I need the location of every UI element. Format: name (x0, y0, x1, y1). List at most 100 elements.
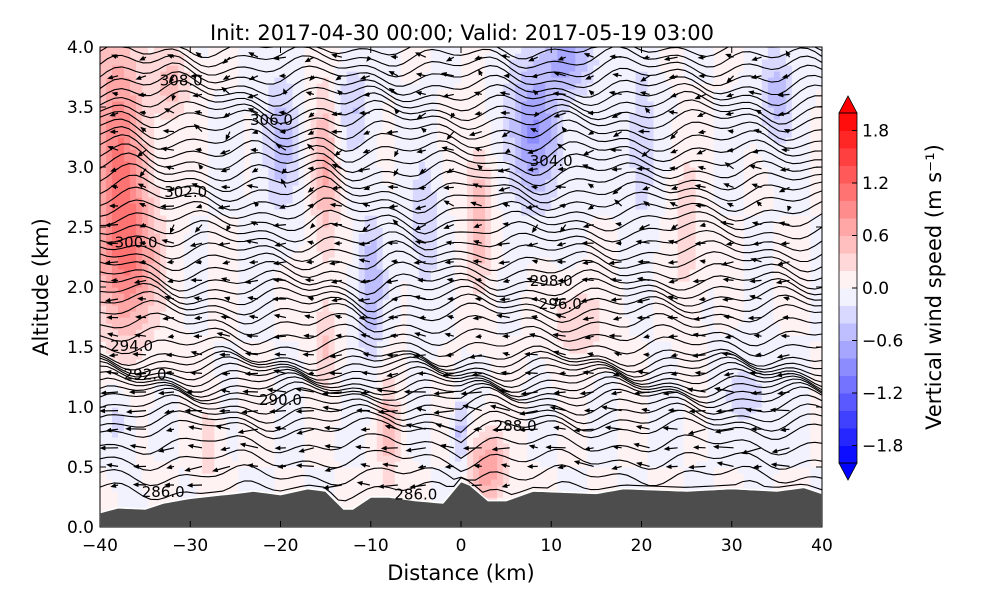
field-cell (334, 491, 342, 498)
field-cell (364, 443, 372, 450)
field-cell (100, 443, 107, 450)
field-cell (328, 53, 336, 60)
field-cell (238, 215, 245, 222)
field-cell (226, 71, 233, 78)
field-cell (436, 245, 444, 252)
field-cell (406, 437, 414, 444)
field-cell (190, 437, 197, 444)
field-cell (118, 197, 125, 204)
field-cell (448, 233, 456, 240)
field-cell (334, 107, 342, 114)
field-cell (166, 281, 173, 288)
field-cell (142, 293, 149, 300)
field-cell (406, 233, 414, 240)
field-cell (214, 107, 221, 114)
field-cell (112, 197, 119, 204)
field-cell (334, 245, 342, 252)
field-cell (112, 131, 119, 138)
field-cell (310, 341, 318, 348)
field-cell (274, 377, 282, 384)
field-cell (370, 251, 378, 258)
field-cell (316, 485, 324, 492)
field-cell (370, 413, 378, 420)
field-cell (376, 119, 384, 126)
field-cell (178, 479, 185, 486)
field-cell (394, 143, 402, 150)
field-cell (388, 125, 396, 132)
field-cell (370, 161, 378, 168)
field-cell (298, 287, 306, 294)
field-cell (298, 329, 306, 336)
field-cell (148, 365, 155, 372)
field-cell (232, 131, 239, 138)
field-cell (448, 101, 456, 108)
field-cell (346, 383, 354, 390)
field-cell (250, 215, 258, 222)
field-cell (382, 299, 390, 306)
field-cell (280, 173, 288, 180)
field-cell (196, 239, 203, 246)
field-cell (160, 473, 167, 480)
field-cell (334, 263, 342, 270)
field-cell (208, 71, 215, 78)
field-cell (106, 65, 113, 72)
field-cell (382, 185, 390, 192)
field-cell (148, 455, 155, 462)
field-cell (136, 269, 143, 276)
field-cell (106, 233, 113, 240)
field-cell (280, 239, 288, 246)
field-cell (238, 149, 245, 156)
field-cell (268, 305, 276, 312)
field-cell (184, 239, 191, 246)
field-cell (160, 395, 167, 402)
field-cell (286, 65, 294, 72)
field-cell (310, 395, 318, 402)
field-cell (316, 137, 324, 144)
field-cell (136, 71, 143, 78)
field-cell (418, 101, 426, 108)
field-cell (298, 239, 306, 246)
field-cell (142, 161, 149, 168)
field-cell (184, 179, 191, 186)
field-cell (322, 107, 330, 114)
field-cell (400, 323, 408, 330)
field-cell (238, 461, 245, 468)
field-cell (364, 221, 372, 228)
field-cell (268, 203, 276, 210)
field-cell (461, 443, 468, 450)
field-cell (268, 191, 276, 198)
field-cell (154, 77, 161, 84)
field-cell (412, 71, 420, 78)
field-cell (106, 401, 113, 408)
field-cell (256, 173, 264, 180)
field-cell (214, 89, 221, 96)
field-cell (376, 479, 384, 486)
field-cell (400, 287, 408, 294)
field-cell (406, 329, 414, 336)
field-cell (406, 89, 414, 96)
field-cell (190, 299, 197, 306)
field-cell (424, 365, 432, 372)
field-cell (238, 161, 245, 168)
field-cell (424, 149, 432, 156)
field-cell (388, 383, 396, 390)
field-cell (256, 407, 264, 414)
field-cell (118, 239, 125, 246)
field-cell (160, 281, 167, 288)
field-cell (268, 197, 276, 204)
field-cell (124, 197, 131, 204)
field-cell (340, 359, 348, 366)
field-cell (310, 161, 318, 168)
field-cell (280, 323, 288, 330)
field-cell (280, 401, 288, 408)
field-cell (232, 305, 239, 312)
field-cell (322, 419, 330, 426)
field-cell (436, 185, 444, 192)
field-cell (238, 377, 245, 384)
field-cell (382, 407, 390, 414)
field-cell (142, 305, 149, 312)
field-cell (394, 59, 402, 66)
field-cell (214, 203, 221, 210)
field-cell (430, 293, 438, 300)
field-cell (250, 173, 258, 180)
